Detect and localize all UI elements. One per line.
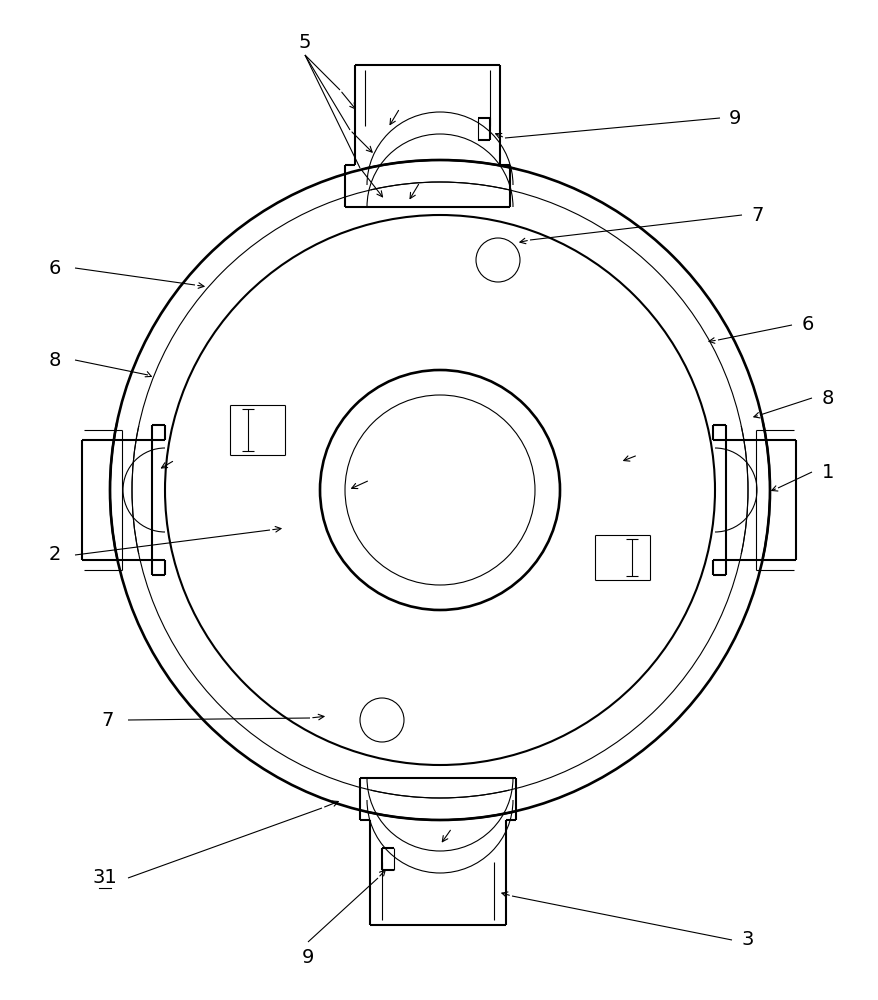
Text: 9: 9 bbox=[728, 109, 740, 128]
Text: 8: 8 bbox=[49, 351, 61, 369]
Text: 2: 2 bbox=[49, 546, 61, 564]
Text: 6: 6 bbox=[49, 258, 61, 277]
Text: 9: 9 bbox=[301, 948, 313, 967]
Text: 7: 7 bbox=[102, 710, 114, 729]
Text: 5: 5 bbox=[299, 33, 311, 52]
Text: 6: 6 bbox=[801, 316, 813, 334]
Text: 8: 8 bbox=[821, 388, 833, 408]
Text: 3: 3 bbox=[741, 930, 753, 949]
Text: 7: 7 bbox=[751, 206, 763, 225]
Text: 1: 1 bbox=[821, 462, 833, 482]
Text: 31: 31 bbox=[92, 868, 118, 888]
